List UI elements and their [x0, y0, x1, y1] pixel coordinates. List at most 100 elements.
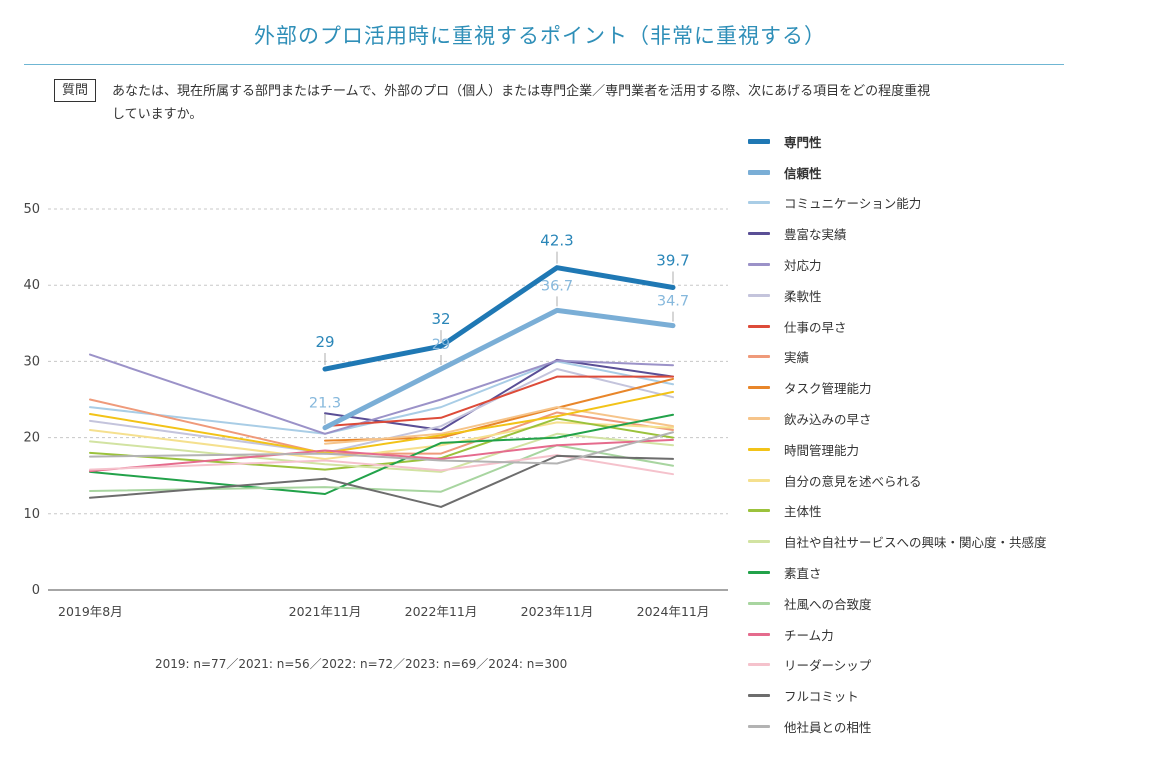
y-tick-label: 50: [23, 202, 40, 217]
legend-label: 仕事の早さ: [784, 319, 847, 335]
series-line: [89, 360, 674, 435]
legend: 専門性信頼性コミュニケーション能力 豊富な実績対応力柔軟性仕事の早さ実績タスク管理…: [748, 126, 1148, 742]
series-layer: [89, 265, 676, 508]
legend-item: タスク管理能力: [748, 372, 1148, 403]
legend-label: フルコミット: [784, 689, 859, 705]
x-tick-label: 2022年11月: [405, 604, 478, 619]
data-label: 21.3: [309, 396, 341, 412]
series-line: [324, 375, 674, 428]
title-divider: [24, 64, 1064, 65]
legend-label: 主体性: [784, 504, 822, 520]
legend-swatch: [748, 447, 770, 451]
y-tick-label: 10: [23, 507, 40, 522]
legend-swatch: [748, 201, 770, 205]
series-line: [89, 438, 674, 473]
legend-item: 柔軟性: [748, 280, 1148, 311]
data-label-layer: 29 32 42.3 39.7 21.3 29 36.7 34.7: [309, 232, 690, 424]
legend-item: 自社や自社サービスへの興味・関心度・共感度: [748, 526, 1148, 557]
legend-label: 時間管理能力: [784, 442, 860, 458]
legend-label: 素直さ: [784, 566, 822, 582]
legend-swatch: [748, 601, 770, 605]
legend-swatch: [748, 263, 770, 267]
series-line: [324, 377, 674, 442]
data-label: 32: [431, 310, 450, 328]
legend-swatch: [748, 417, 770, 421]
legend-swatch: [748, 694, 770, 698]
legend-label: 社風への合致度: [784, 596, 872, 612]
legend-item: チーム力: [748, 619, 1148, 650]
legend-swatch: [748, 509, 770, 513]
series-line: [322, 265, 676, 372]
x-tick-label: 2024年11月: [637, 604, 710, 619]
legend-item: 主体性: [748, 496, 1148, 527]
legend-label: 柔軟性: [784, 288, 822, 304]
data-label: 36.7: [541, 278, 573, 294]
legend-item: 対応力: [748, 249, 1148, 280]
legend-item: コミュニケーション能力: [748, 188, 1148, 219]
legend-label: 自社や自社サービスへの興味・関心度・共感度: [784, 535, 1047, 551]
legend-label: 専門性: [784, 134, 822, 150]
sample-size-note: 2019: n=77／2021: n=56／2022: n=72／2023: n…: [155, 657, 568, 671]
legend-item: 社風への合致度: [748, 588, 1148, 619]
question-label: 質問: [54, 79, 97, 102]
legend-item: 専門性: [748, 126, 1148, 157]
legend-swatch: [748, 324, 770, 328]
legend-item: 素直さ: [748, 557, 1148, 588]
series-line: [324, 406, 674, 445]
grid-layer: [48, 208, 728, 515]
legend-label: タスク管理能力: [784, 381, 872, 397]
legend-item: 実績: [748, 342, 1148, 373]
question-text: あなたは、現在所属する部門またはチームで、外部のプロ（個人）または専門企業／専門…: [112, 84, 931, 122]
legend-label: リーダーシップ: [784, 658, 872, 674]
legend-swatch: [748, 725, 770, 729]
legend-swatch: [748, 540, 770, 544]
series-line: [89, 368, 674, 454]
series-line: [89, 431, 674, 465]
legend-swatch: [748, 571, 770, 575]
y-tick-label: 20: [23, 431, 40, 446]
series-line: [322, 307, 676, 431]
data-label: 29: [432, 337, 450, 353]
x-tick-label: 2019年8月: [58, 604, 123, 619]
series-line: [89, 398, 674, 455]
y-tick-label: 40: [23, 278, 40, 293]
legend-swatch: [748, 293, 770, 297]
series-line: [89, 454, 674, 476]
legend-label: 実績: [784, 350, 810, 366]
legend-swatch: [748, 232, 770, 236]
legend-item: 他社員との相性: [748, 711, 1148, 742]
legend-item: 仕事の早さ: [748, 311, 1148, 342]
legend-label: 豊富な実績: [784, 227, 847, 243]
data-label: 39.7: [656, 251, 689, 269]
legend-swatch: [748, 355, 770, 359]
legend-swatch: [748, 138, 770, 144]
data-label: 34.7: [657, 294, 689, 310]
legend-swatch: [748, 478, 770, 482]
data-label: 42.3: [540, 232, 573, 250]
legend-item: 自分の意見を述べられる: [748, 465, 1148, 496]
series-line: [89, 353, 674, 435]
legend-item: 信頼性: [748, 157, 1148, 188]
legend-item: 豊富な実績: [748, 218, 1148, 249]
chart-title: 外部のプロ活用時に重視するポイント（非常に重視する）: [254, 24, 826, 48]
legend-label: 飲み込みの早さ: [784, 412, 872, 428]
legend-item: 飲み込みの早さ: [748, 403, 1148, 434]
axis-layer: 0 10 20 30 40 50 2019年8月 2021年11月 2022年11月 2023年1…: [23, 202, 728, 619]
legend-swatch: [748, 169, 770, 175]
legend-label: 対応力: [784, 258, 822, 274]
legend-item: 時間管理能力: [748, 434, 1148, 465]
data-label: 29: [315, 333, 334, 351]
series-line: [89, 390, 674, 454]
x-tick-label: 2023年11月: [521, 604, 594, 619]
legend-label: 自分の意見を述べられる: [784, 473, 922, 489]
legend-swatch: [748, 386, 770, 390]
x-tick-label: 2021年11月: [289, 604, 362, 619]
legend-label: コミュニケーション能力: [784, 196, 922, 212]
legend-item: フルコミット: [748, 680, 1148, 711]
legend-label: チーム力: [784, 627, 834, 643]
legend-label: 他社員との相性: [784, 720, 872, 736]
legend-swatch: [748, 632, 770, 636]
y-tick-label: 0: [32, 583, 40, 598]
series-line: [89, 413, 674, 495]
